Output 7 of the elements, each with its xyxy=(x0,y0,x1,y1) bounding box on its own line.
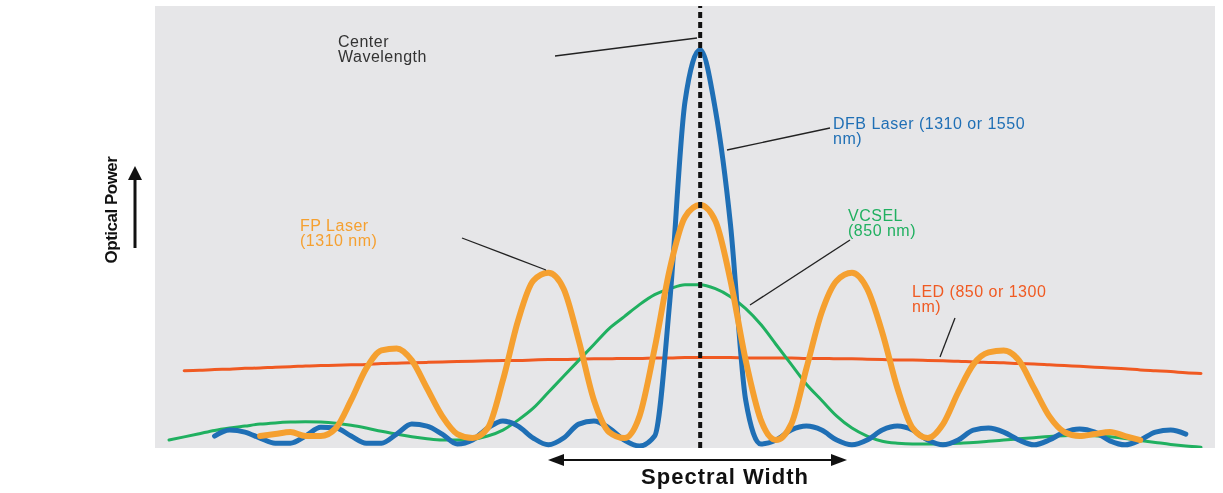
x-axis-title: Spectral Width xyxy=(641,464,809,490)
text: DFB Laser (1310 or 1550 nm) xyxy=(833,115,1027,147)
text: FP Laser (1310 nm) xyxy=(300,217,379,249)
y-axis-title: Optical Power xyxy=(102,156,122,264)
text: LED (850 or 1300 nm) xyxy=(912,283,1048,315)
text: VCSEL (850 nm) xyxy=(848,207,918,239)
annotation: Center Wavelength xyxy=(338,33,428,65)
